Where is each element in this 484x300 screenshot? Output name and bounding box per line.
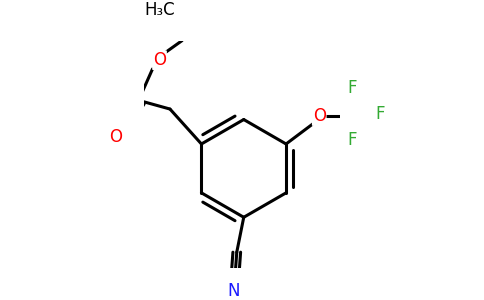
Text: N: N xyxy=(227,282,240,300)
Text: O: O xyxy=(109,128,122,146)
Text: F: F xyxy=(376,105,385,123)
Text: F: F xyxy=(348,79,357,97)
Text: H₃C: H₃C xyxy=(144,1,175,19)
Text: O: O xyxy=(313,107,326,125)
Text: O: O xyxy=(153,51,166,69)
Text: F: F xyxy=(348,131,357,149)
